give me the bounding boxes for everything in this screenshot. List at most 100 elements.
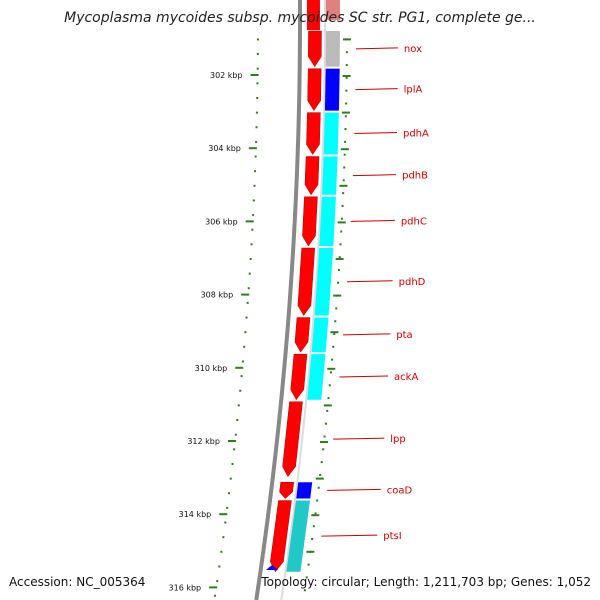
minor-tick	[316, 499, 319, 502]
minor-tick	[345, 51, 348, 54]
minor-tick	[220, 550, 223, 553]
gene-arrow-acka[interactable]	[290, 353, 308, 401]
major-tick	[323, 404, 332, 407]
minor-tick	[326, 409, 329, 412]
minor-tick	[343, 153, 346, 156]
minor-tick	[236, 419, 239, 422]
category-block-pta	[311, 317, 329, 353]
gene-arrow-nox[interactable]	[308, 30, 322, 68]
minor-tick	[240, 375, 243, 378]
minor-tick	[224, 521, 227, 524]
minor-tick	[256, 53, 259, 56]
major-tick	[337, 221, 346, 224]
kbp-tick-label: 314 kbp	[179, 510, 212, 519]
gene-arrow-pta[interactable]	[294, 317, 311, 353]
minor-tick	[314, 512, 317, 515]
gene-label-acka[interactable]: ackA	[394, 372, 418, 383]
major-tick	[342, 75, 351, 77]
gene-label-layer: nox lplA pdhA pdhB pdhC pdhD pta ackA lpp coaD pts…	[321, 44, 429, 542]
gene-label-lpp[interactable]: lpp	[390, 434, 405, 445]
minor-tick	[323, 435, 326, 438]
minor-tick	[254, 155, 257, 158]
category-track	[266, 0, 340, 572]
major-tick	[248, 147, 257, 150]
gene-arrow-lpp[interactable]	[282, 401, 303, 478]
gene-label-pdha[interactable]: pdhA	[403, 129, 429, 140]
kbp-tick-track: 302 kbp 304 kbp 306 kbp 308 kbp 310 kbp 312 k…	[169, 38, 351, 597]
minor-tick	[340, 217, 343, 220]
major-tick	[330, 331, 339, 334]
gene-label-leader	[321, 534, 378, 537]
minor-tick	[320, 461, 323, 464]
minor-tick	[341, 204, 344, 207]
minor-tick	[324, 422, 327, 425]
minor-tick	[332, 345, 335, 348]
minor-tick	[334, 320, 337, 323]
gene-label-pta[interactable]: pta	[396, 330, 412, 341]
minor-tick	[335, 307, 338, 310]
minor-tick	[233, 448, 236, 451]
gene-label-leader	[347, 280, 393, 283]
minor-tick	[256, 82, 259, 85]
map-title: Mycoplasma mycoides subsp. mycoides SC s…	[64, 10, 536, 26]
major-tick	[235, 366, 244, 369]
gene-label-leader	[339, 375, 389, 378]
major-tick	[335, 258, 344, 260]
gene-label-leader	[327, 488, 381, 491]
gene-arrow-ptsi[interactable]	[270, 500, 292, 573]
minor-tick	[252, 199, 255, 202]
gene-label-pdhc[interactable]: pdhC	[401, 216, 427, 227]
gene-label-ptsi[interactable]: ptsI	[383, 531, 401, 542]
gene-label-leader	[352, 174, 397, 177]
kbp-tick-label: 302 kbp	[210, 71, 243, 80]
gene-label-pdhb[interactable]: pdhB	[402, 171, 428, 182]
gene-arrow-coad[interactable]	[279, 482, 295, 499]
gene-label-nox[interactable]: nox	[404, 44, 422, 55]
major-tick	[311, 514, 320, 517]
minor-tick	[340, 230, 343, 233]
gene-label-pdhd[interactable]: pdhD	[399, 277, 426, 288]
backbone-line	[280, 0, 327, 600]
backbone-line	[254, 0, 303, 600]
gene-label-leader	[343, 333, 391, 336]
minor-tick	[241, 360, 244, 363]
major-tick	[241, 293, 250, 296]
minor-tick	[333, 333, 336, 336]
major-tick	[227, 440, 236, 442]
category-block-pdhc	[319, 196, 336, 247]
gene-arrow-pdha[interactable]	[306, 112, 321, 155]
minor-tick	[343, 166, 346, 169]
gene-arrow-lpla[interactable]	[307, 68, 322, 112]
category-block-acka	[307, 354, 326, 400]
gene-label-lpla[interactable]: lplA	[404, 85, 423, 96]
minor-tick	[317, 486, 320, 489]
minor-tick	[249, 258, 252, 260]
minor-tick	[231, 462, 234, 465]
minor-tick	[250, 243, 253, 246]
minor-tick	[344, 115, 347, 118]
minor-tick	[253, 184, 256, 187]
minor-tick	[222, 536, 225, 539]
gene-arrow-pdhb[interactable]	[304, 156, 320, 196]
gene-label-coad[interactable]: coaD	[387, 485, 413, 496]
major-tick	[315, 477, 324, 480]
minor-tick	[229, 477, 232, 480]
major-tick	[341, 111, 350, 114]
category-block-pdha	[323, 112, 339, 155]
gene-arrow-pdhd[interactable]	[297, 247, 316, 317]
minor-tick	[255, 111, 258, 114]
kbp-tick-label: 308 kbp	[201, 291, 234, 300]
minor-tick	[226, 506, 229, 509]
minor-tick	[218, 565, 221, 568]
minor-tick	[312, 525, 315, 528]
minor-tick	[256, 96, 259, 99]
major-tick	[340, 148, 349, 151]
minor-tick	[251, 228, 254, 231]
minor-tick	[254, 170, 257, 173]
minor-tick	[344, 140, 347, 143]
minor-tick	[322, 448, 325, 451]
gene-arrow-pdhc[interactable]	[302, 196, 318, 247]
major-tick	[306, 550, 315, 553]
